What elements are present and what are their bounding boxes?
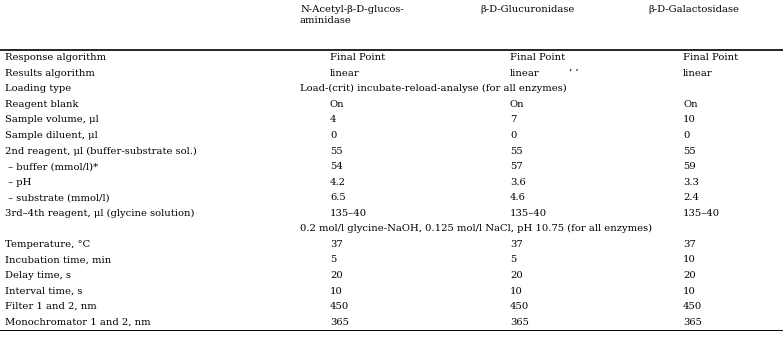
Text: linear: linear <box>330 69 359 78</box>
Text: β-D-Galactosidase: β-D-Galactosidase <box>648 5 739 14</box>
Text: 365: 365 <box>683 318 702 327</box>
Text: 5: 5 <box>330 255 337 265</box>
Text: 37: 37 <box>683 240 696 249</box>
Text: 37: 37 <box>330 240 343 249</box>
Text: Sample diluent, μl: Sample diluent, μl <box>5 131 98 140</box>
Text: Final Point: Final Point <box>510 53 565 62</box>
Text: 4.2: 4.2 <box>330 178 346 187</box>
Text: β-D-Glucuronidase: β-D-Glucuronidase <box>480 5 575 14</box>
Text: Results algorithm: Results algorithm <box>5 69 95 78</box>
Text: Loading type: Loading type <box>5 84 71 93</box>
Text: 365: 365 <box>330 318 349 327</box>
Text: 135–40: 135–40 <box>683 209 720 218</box>
Text: 3rd–4th reagent, μl (glycine solution): 3rd–4th reagent, μl (glycine solution) <box>5 209 194 218</box>
Text: 54: 54 <box>330 162 343 171</box>
Text: 5: 5 <box>510 255 516 265</box>
Text: 0: 0 <box>510 131 516 140</box>
Text: Monochromator 1 and 2, nm: Monochromator 1 and 2, nm <box>5 318 150 327</box>
Text: Temperature, °C: Temperature, °C <box>5 240 90 249</box>
Text: 3.3: 3.3 <box>683 178 699 187</box>
Text: 10: 10 <box>510 286 523 296</box>
Text: On: On <box>683 100 698 109</box>
Text: On: On <box>330 100 345 109</box>
Text: 2.4: 2.4 <box>683 193 699 202</box>
Text: 55: 55 <box>510 147 523 156</box>
Text: 3.6: 3.6 <box>510 178 525 187</box>
Text: 4.6: 4.6 <box>510 193 526 202</box>
Text: 55: 55 <box>330 147 343 156</box>
Text: 37: 37 <box>510 240 523 249</box>
Text: 10: 10 <box>683 116 696 124</box>
Text: Response algorithm: Response algorithm <box>5 53 106 62</box>
Text: 0.2 mol/l glycine-NaOH, 0.125 mol/l NaCl, pH 10.75 (for all enzymes): 0.2 mol/l glycine-NaOH, 0.125 mol/l NaCl… <box>300 224 652 234</box>
Text: – buffer (mmol/l)*: – buffer (mmol/l)* <box>5 162 98 171</box>
Text: Final Point: Final Point <box>683 53 738 62</box>
Text: 57: 57 <box>510 162 523 171</box>
Text: Incubation time, min: Incubation time, min <box>5 255 111 265</box>
Text: Reagent blank: Reagent blank <box>5 100 78 109</box>
Text: On: On <box>510 100 525 109</box>
Text: 20: 20 <box>510 271 523 280</box>
Text: 20: 20 <box>683 271 696 280</box>
Text: Filter 1 and 2, nm: Filter 1 and 2, nm <box>5 302 97 311</box>
Text: 10: 10 <box>683 286 696 296</box>
Text: – pH: – pH <box>5 178 31 187</box>
Text: 450: 450 <box>330 302 349 311</box>
Text: Sample volume, μl: Sample volume, μl <box>5 116 99 124</box>
Text: 135–40: 135–40 <box>510 209 547 218</box>
Text: N-Acetyl-β-D-glucos-
aminidase: N-Acetyl-β-D-glucos- aminidase <box>300 5 404 25</box>
Text: Final Point: Final Point <box>330 53 385 62</box>
Text: Interval time, s: Interval time, s <box>5 286 82 296</box>
Text: 10: 10 <box>330 286 343 296</box>
Text: 450: 450 <box>510 302 529 311</box>
Text: 4: 4 <box>330 116 337 124</box>
Text: linear: linear <box>510 69 539 78</box>
Text: 59: 59 <box>683 162 696 171</box>
Text: 0: 0 <box>330 131 337 140</box>
Text: 135–40: 135–40 <box>330 209 367 218</box>
Text: 20: 20 <box>330 271 343 280</box>
Text: Load-(crit) incubate-reload-analyse (for all enzymes): Load-(crit) incubate-reload-analyse (for… <box>300 84 567 93</box>
Text: 55: 55 <box>683 147 696 156</box>
Text: 0: 0 <box>683 131 689 140</box>
Text: ’ ‘: ’ ‘ <box>569 69 579 78</box>
Text: 7: 7 <box>510 116 516 124</box>
Text: Delay time, s: Delay time, s <box>5 271 71 280</box>
Text: 10: 10 <box>683 255 696 265</box>
Text: 365: 365 <box>510 318 529 327</box>
Text: 450: 450 <box>683 302 702 311</box>
Text: linear: linear <box>683 69 713 78</box>
Text: 6.5: 6.5 <box>330 193 346 202</box>
Text: 2nd reagent, μl (buffer-substrate sol.): 2nd reagent, μl (buffer-substrate sol.) <box>5 147 197 156</box>
Text: – substrate (mmol/l): – substrate (mmol/l) <box>5 193 110 202</box>
